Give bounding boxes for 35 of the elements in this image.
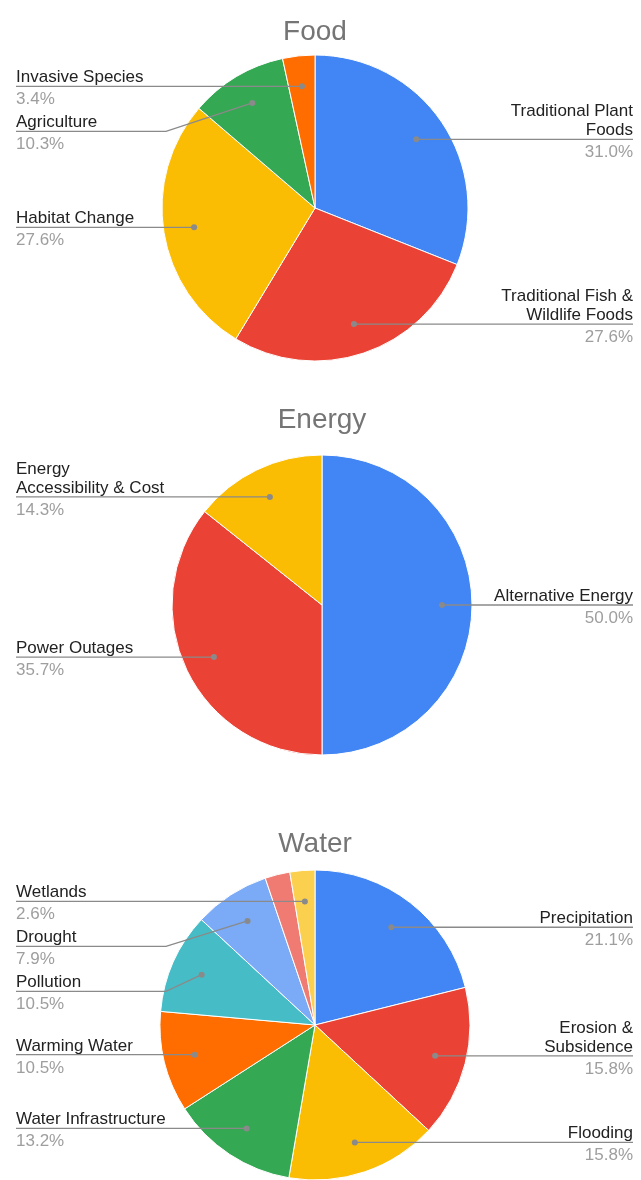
slice-label: Traditional Plant Foods — [510, 101, 634, 140]
slice-label: Warming Water — [16, 1035, 134, 1055]
chart-title: Energy — [277, 403, 367, 434]
slice-label: Pollution — [16, 972, 82, 992]
slice-label: Drought — [16, 927, 77, 947]
slice-label: Flooding — [567, 1123, 633, 1143]
slice-label: Alternative Energy — [494, 586, 634, 605]
data-label: 7.9% — [16, 949, 55, 969]
data-label: 15.8% — [584, 1058, 633, 1078]
data-label: 50.0% — [584, 608, 633, 627]
data-label: 10.5% — [16, 1057, 65, 1077]
data-label: 35.7% — [16, 660, 65, 680]
slice-label: Wetlands — [16, 882, 87, 902]
chart-title: Water — [278, 827, 352, 858]
chart-title: Food — [283, 15, 347, 46]
slice-label: Traditional Fish & Wildlife Foods — [501, 286, 634, 325]
data-label: 10.5% — [16, 994, 65, 1014]
data-label: 3.4% — [16, 89, 55, 109]
slice-label: Precipitation — [539, 908, 633, 928]
slice-label: Habitat Change — [16, 208, 135, 228]
data-label: 13.2% — [16, 1131, 65, 1151]
data-label: 27.6% — [16, 230, 65, 250]
slice-label: Invasive Species — [16, 67, 144, 87]
data-label: 10.3% — [16, 134, 65, 154]
data-label: 2.6% — [16, 904, 55, 924]
slice-label: Erosion & Subsidence — [544, 1017, 634, 1056]
data-label: 15.8% — [584, 1145, 633, 1165]
slice-label: Water Infrastructure — [16, 1109, 166, 1129]
data-label: 14.3% — [16, 499, 65, 519]
data-label: 27.6% — [584, 327, 633, 347]
slice-label: Agriculture — [16, 112, 98, 132]
slice-label: Power Outages — [16, 638, 134, 658]
data-label: 21.1% — [584, 930, 633, 950]
data-label: 31.0% — [584, 142, 633, 162]
slice-label: Energy Accessibility & Cost — [16, 458, 165, 497]
